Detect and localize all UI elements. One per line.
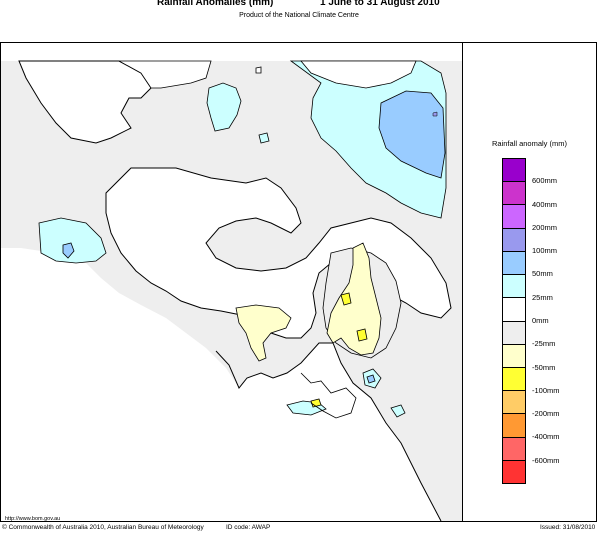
legend-label: 100mm — [532, 246, 558, 256]
source-url: http://www.bom.gov.au — [5, 516, 61, 522]
legend-colorbar — [502, 158, 526, 484]
map-frame — [0, 42, 597, 522]
region-white-north-2 — [118, 60, 212, 89]
region-minus25-west — [235, 304, 292, 362]
legend-swatch — [503, 344, 525, 368]
legend-swatch — [503, 414, 525, 438]
legend-swatch — [503, 275, 525, 299]
region-minus25-east — [326, 242, 382, 356]
region-25mm-southeast — [390, 404, 406, 418]
issued-date: Issued: 31/08/2010 — [540, 524, 596, 531]
legend-swatch — [503, 460, 525, 484]
legend-label: -50mm — [532, 362, 556, 372]
legend-label: -200mm — [532, 409, 560, 419]
legend-label: 25mm — [532, 292, 553, 302]
coastline-gulf — [300, 372, 357, 419]
panel-divider — [462, 43, 463, 521]
id-code: ID code: AWAP — [226, 524, 271, 531]
region-white-central — [105, 167, 452, 339]
lake-north — [255, 66, 262, 74]
legend-label: 400mm — [532, 199, 558, 209]
region-minus50-b — [356, 328, 368, 342]
legend-swatch — [503, 298, 525, 322]
legend-label: -25mm — [532, 339, 556, 349]
region-25mm-northwest — [38, 217, 107, 264]
region-25mm-northcentral — [206, 82, 242, 132]
map-canvas — [1, 43, 462, 521]
legend-swatch — [503, 321, 525, 345]
legend-swatch — [503, 367, 525, 392]
legend-label: 50mm — [532, 269, 553, 279]
legend-label: -400mm — [532, 432, 560, 442]
legend-label: 200mm — [532, 222, 558, 232]
region-white-northeast — [300, 60, 417, 89]
legend-swatch — [503, 205, 525, 229]
region-minus50-a — [340, 292, 352, 306]
map-subtitle: Product of the National Climate Centre — [239, 12, 359, 19]
legend-swatch — [503, 391, 525, 415]
lake-purple-feature — [432, 111, 438, 117]
map-title: Rainfall Anomalies (mm) — [157, 0, 274, 8]
legend-label: 600mm — [532, 176, 558, 186]
legend-label: -600mm — [532, 455, 560, 465]
legend-swatch — [503, 159, 525, 183]
coastline — [215, 342, 442, 521]
region-50mm-southcoast-a — [366, 374, 376, 384]
region-50mm-northeast — [378, 90, 446, 179]
copyright-text: © Commonwealth of Australia 2010, Austra… — [2, 524, 204, 531]
legend-swatch — [503, 437, 525, 461]
legend-swatch — [503, 251, 525, 276]
map-period: 1 June to 31 August 2010 — [320, 0, 440, 8]
legend-title: Rainfall anomaly (mm) — [491, 139, 568, 148]
title-row: Rainfall Anomalies (mm) 1 June to 31 Aug… — [0, 0, 598, 12]
region-50mm-northwest — [62, 242, 75, 259]
legend-label: -100mm — [532, 385, 560, 395]
legend-swatch — [503, 182, 525, 206]
legend-label: 0mm — [532, 316, 549, 325]
legend-swatch — [503, 228, 525, 252]
region-25mm-small-a — [258, 132, 270, 144]
